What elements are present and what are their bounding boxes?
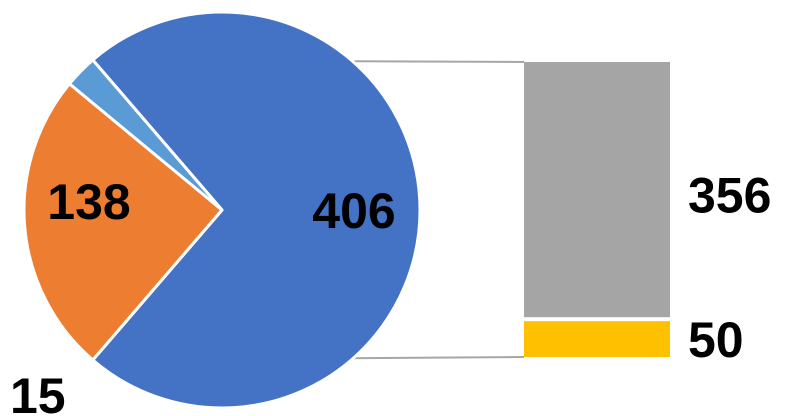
pie <box>22 10 422 410</box>
slice-label-138: 138 <box>47 174 130 230</box>
breakdown-bar <box>524 62 670 357</box>
slice-label-15: 15 <box>10 368 66 416</box>
bar-segment-50 <box>524 321 670 357</box>
pie-slice-406 <box>91 10 422 410</box>
pie-slice-15 <box>67 58 224 212</box>
bar-segment-label-356: 356 <box>688 168 771 224</box>
slice-label-406: 406 <box>312 183 395 239</box>
bar-segment-356 <box>524 62 670 318</box>
data-labels: 406 138 15 356 50 <box>10 168 771 416</box>
pie-slice-138 <box>22 82 224 362</box>
bar-segment-label-50: 50 <box>688 312 744 368</box>
